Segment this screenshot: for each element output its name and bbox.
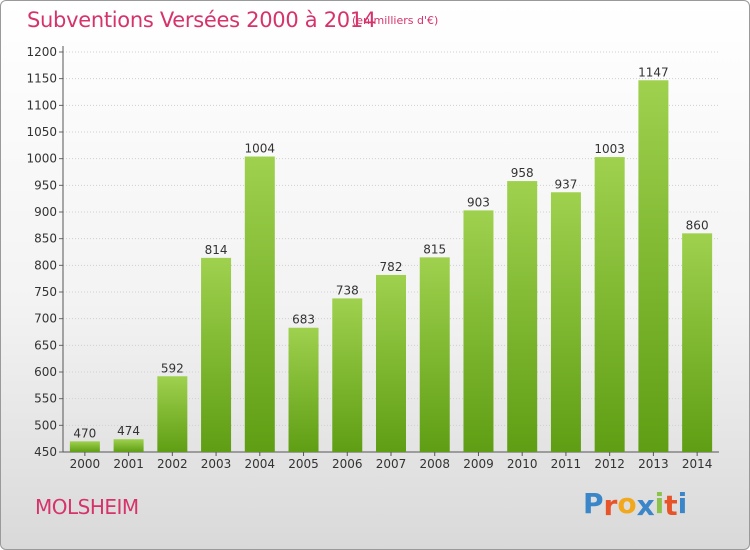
data-label: 470 <box>73 426 96 440</box>
x-tick-label: 2004 <box>245 457 276 471</box>
y-tick-label: 750 <box>34 285 57 299</box>
data-label: 958 <box>511 166 534 180</box>
bar-2004 <box>244 156 275 453</box>
y-tick-label: 950 <box>34 178 57 192</box>
logo-letter: r <box>603 489 618 522</box>
bar-2000 <box>69 441 100 452</box>
y-tick-label: 800 <box>34 258 57 272</box>
data-label: 1147 <box>638 65 669 79</box>
data-label: 860 <box>686 218 709 232</box>
x-tick-label: 2010 <box>507 457 538 471</box>
bar-2014 <box>682 233 713 452</box>
y-tick-label: 650 <box>34 338 57 352</box>
bar-2007 <box>376 274 406 452</box>
y-tick-label: 1150 <box>26 72 57 86</box>
unit-label: (en milliers d'€) <box>352 14 439 27</box>
x-tick-label: 2002 <box>157 457 188 471</box>
y-tick-label: 1100 <box>26 98 57 112</box>
bar-2011 <box>550 192 581 452</box>
logo-letter: i <box>677 487 688 520</box>
logo-letter: o <box>617 487 637 520</box>
logo-letter: t <box>664 489 678 522</box>
bar-2010 <box>507 181 538 453</box>
proxiti-logo: Proxiti <box>583 487 688 522</box>
x-tick-label: 2005 <box>288 457 319 471</box>
y-tick-label: 500 <box>34 418 57 432</box>
data-label: 814 <box>205 243 228 257</box>
bar-2001 <box>113 439 144 452</box>
bar-2002 <box>157 376 188 452</box>
y-tick-label: 450 <box>34 445 57 459</box>
city-name: MOLSHEIM <box>35 495 139 519</box>
bar-2003 <box>201 257 232 452</box>
y-tick-label: 850 <box>34 232 57 246</box>
logo-letter: x <box>636 489 655 522</box>
x-tick-label: 2013 <box>638 457 669 471</box>
data-label: 937 <box>554 177 577 191</box>
y-tick-label: 550 <box>34 392 57 406</box>
y-tick-label: 1000 <box>26 152 57 166</box>
bar-2013 <box>638 80 669 453</box>
x-tick-label: 2012 <box>594 457 625 471</box>
x-tick-label: 2014 <box>682 457 713 471</box>
y-tick-label: 900 <box>34 205 57 219</box>
logo-letter: i <box>654 487 665 520</box>
x-tick-label: 2009 <box>463 457 494 471</box>
bar-2012 <box>594 157 625 453</box>
bar-2008 <box>419 257 450 452</box>
data-label: 592 <box>161 361 184 375</box>
x-tick-label: 2008 <box>419 457 450 471</box>
x-tick-label: 2000 <box>70 457 101 471</box>
logo-letter: P <box>583 487 604 520</box>
bar-2006 <box>332 298 363 452</box>
y-tick-label: 1050 <box>26 125 57 139</box>
data-label: 474 <box>117 424 140 438</box>
chart-title: Subventions Versées 2000 à 2014 <box>27 8 376 32</box>
bar-2009 <box>463 210 494 452</box>
data-label: 782 <box>380 260 403 274</box>
x-tick-label: 2007 <box>376 457 407 471</box>
y-tick-label: 1200 <box>26 45 57 59</box>
x-tick-label: 2006 <box>332 457 363 471</box>
data-label: 1004 <box>245 142 276 156</box>
data-label: 738 <box>336 283 359 297</box>
x-tick-label: 2011 <box>551 457 582 471</box>
data-label: 683 <box>292 313 315 327</box>
y-tick-label: 700 <box>34 312 57 326</box>
data-label: 903 <box>467 195 490 209</box>
data-label: 815 <box>423 242 446 256</box>
bar-2005 <box>288 327 319 452</box>
x-tick-label: 2001 <box>113 457 144 471</box>
x-tick-label: 2003 <box>201 457 232 471</box>
y-tick-label: 600 <box>34 365 57 379</box>
data-label: 1003 <box>594 142 625 156</box>
